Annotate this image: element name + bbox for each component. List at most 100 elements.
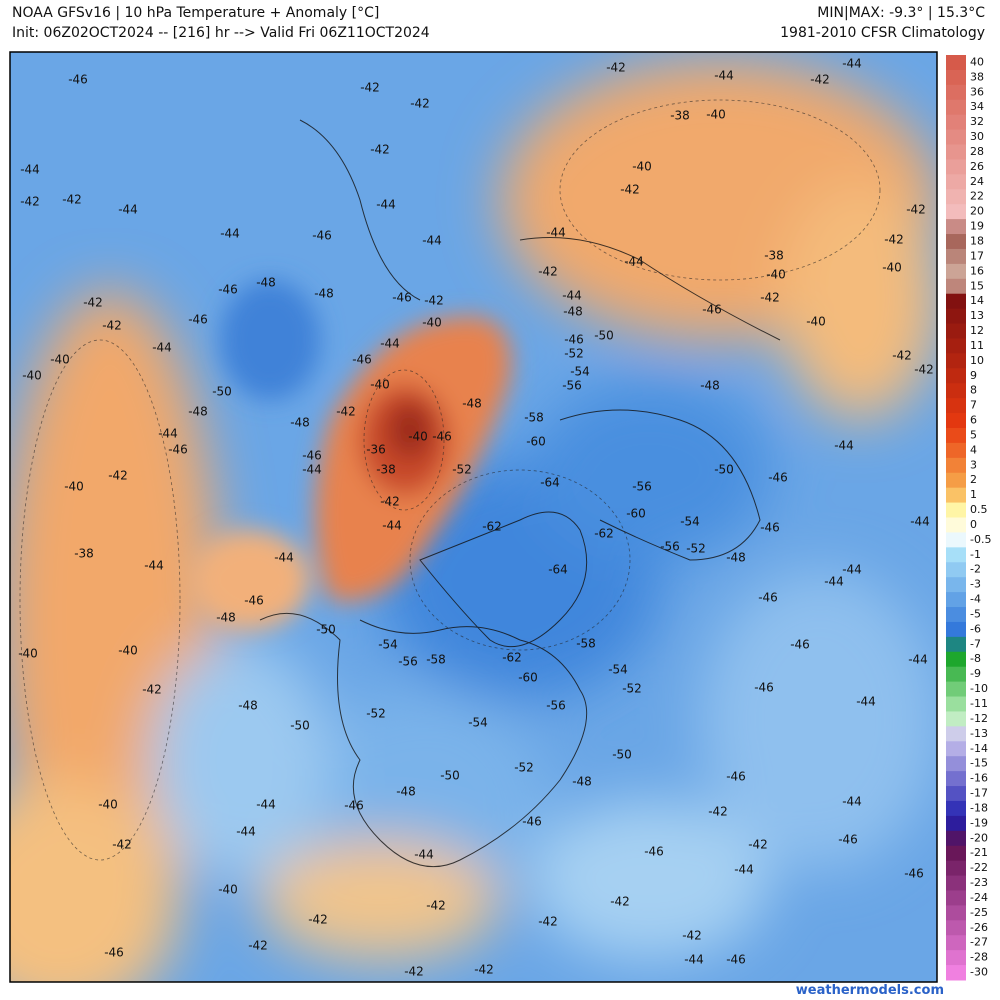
colorbar-label: -2 (970, 563, 981, 576)
climatology: 1981-2010 CFSR Climatology (780, 25, 985, 41)
colorbar-label: -3 (970, 578, 981, 591)
colorbar-swatch (946, 965, 966, 981)
title: NOAA GFSv16 | 10 hPa Temperature + Anoma… (12, 5, 379, 21)
colorbar-label: -22 (970, 861, 988, 874)
colorbar-swatch (946, 666, 966, 683)
contour-label: -46 (754, 681, 774, 695)
colorbar-label: 10 (970, 354, 984, 367)
colorbar-swatch (946, 383, 966, 399)
colorbar-label: 8 (970, 384, 977, 397)
contour-label: -48 (563, 305, 583, 319)
contour-label: -46 (564, 333, 584, 347)
colorbar-label: 30 (970, 130, 984, 143)
contour-label: -44 (20, 163, 40, 177)
colorbar-swatch (946, 472, 966, 489)
contour-label: -54 (680, 515, 700, 529)
colorbar-swatch (946, 920, 966, 936)
contour-label: -40 (632, 160, 652, 174)
colorbar-label: 1 (970, 488, 977, 501)
colorbar-label: 17 (970, 249, 984, 262)
contour-label: -48 (290, 416, 310, 430)
contour-label: -42 (112, 838, 132, 852)
colorbar-label: -14 (970, 742, 988, 755)
contour-label: -62 (594, 527, 614, 541)
colorbar-swatch (946, 741, 966, 757)
contour-label: -44 (422, 234, 442, 248)
contour-label: -44 (220, 227, 240, 241)
contour-label: -40 (50, 353, 70, 367)
contour-label: -64 (540, 476, 560, 490)
contour-label: -44 (842, 563, 862, 577)
colorbar-label: -11 (970, 697, 988, 710)
colorbar-label: 28 (970, 145, 984, 158)
contour-label: -52 (514, 761, 534, 775)
contour-label: -46 (104, 946, 124, 960)
contour-label: -42 (62, 193, 82, 207)
colorbar-label: 6 (970, 414, 977, 427)
contour-label: -46 (244, 594, 264, 608)
contour-label: -52 (622, 682, 642, 696)
colorbar-label: -15 (970, 757, 988, 770)
colorbar-label: 15 (970, 279, 984, 292)
contour-label: -42 (538, 265, 558, 279)
contour-label: -42 (620, 183, 640, 197)
contour-label: -56 (632, 480, 652, 494)
contour-label: -36 (366, 443, 386, 457)
contour-label: -44 (834, 439, 854, 453)
colorbar-swatch (946, 457, 966, 474)
contour-label: -50 (612, 748, 632, 762)
colorbar-label: -30 (970, 966, 988, 979)
contour-label: -42 (360, 81, 380, 95)
contour-label: -46 (352, 353, 372, 367)
minmax: MIN|MAX: -9.3° | 15.3°C (817, 5, 985, 21)
contour-label: -48 (314, 287, 334, 301)
contour-label: -42 (474, 963, 494, 977)
colorbar-swatch (946, 248, 966, 265)
colorbar-label: -25 (970, 906, 988, 919)
colorbar-label: -18 (970, 801, 988, 814)
colorbar-label: 22 (970, 190, 984, 203)
colorbar-swatch (946, 562, 966, 578)
contour-label: -44 (380, 337, 400, 351)
colorbar-label: -16 (970, 772, 988, 785)
colorbar-label: -27 (970, 936, 988, 949)
colorbar-label: -24 (970, 891, 988, 904)
contour-label: -42 (20, 195, 40, 209)
contour-label: -40 (22, 369, 42, 383)
colorbar-label: 3 (970, 458, 977, 471)
contour-label: -40 (766, 268, 786, 282)
contour-label: -44 (824, 575, 844, 589)
colorbar-swatch (946, 413, 966, 429)
contour-label: -42 (370, 143, 390, 157)
colorbar-label: -20 (970, 831, 988, 844)
colorbar-label: 40 (970, 55, 984, 68)
colorbar-swatch (946, 338, 966, 354)
colorbar-label: 24 (970, 175, 984, 188)
colorbar-label: 32 (970, 115, 984, 128)
contour-label: -42 (748, 838, 768, 852)
contour-label: -40 (370, 378, 390, 392)
colorbar-label: -6 (970, 622, 981, 635)
colorbar-swatch (946, 278, 966, 295)
contour-label: -42 (884, 233, 904, 247)
contour-label: -40 (408, 430, 428, 444)
colorbar-swatch (946, 592, 966, 608)
contour-label: -54 (468, 716, 488, 730)
colorbar-label: 38 (970, 70, 984, 83)
colorbar-label: -0.5 (970, 533, 991, 546)
contour-label: -54 (608, 663, 628, 677)
contour-label: -64 (548, 563, 568, 577)
contour-label: -48 (700, 379, 720, 393)
contour-label: -48 (462, 397, 482, 411)
colorbar-label: 26 (970, 160, 984, 173)
contour-label: -52 (686, 542, 706, 556)
colorbar-label: -1 (970, 548, 981, 561)
colorbar-label: 13 (970, 309, 984, 322)
colorbar-label: 11 (970, 339, 984, 352)
colorbar-label: 0.5 (970, 503, 988, 516)
contour-label: -38 (764, 249, 784, 263)
colorbar-label: -28 (970, 951, 988, 964)
colorbar-swatch (946, 890, 966, 906)
colorbar-label: -5 (970, 607, 981, 620)
subtitle: Init: 06Z02OCT2024 -- [216] hr --> Valid… (12, 25, 430, 41)
